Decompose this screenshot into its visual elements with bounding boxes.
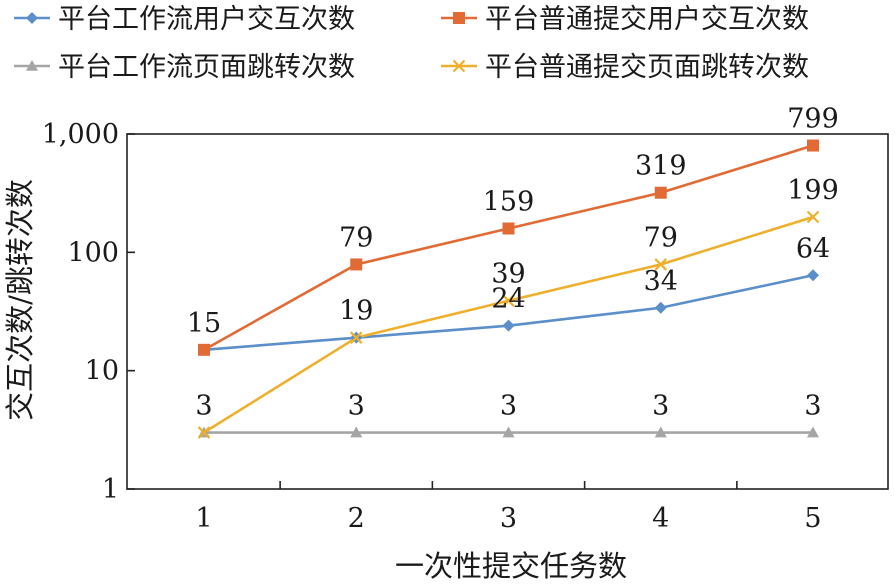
data-label: 79 — [644, 222, 678, 253]
y-tick-label: 100 — [67, 237, 119, 268]
legend-marker — [26, 12, 38, 24]
data-point — [349, 331, 363, 344]
data-point — [502, 294, 515, 308]
data-label: 3 — [652, 391, 669, 422]
data-point — [502, 319, 515, 332]
x-tick-label: 3 — [500, 503, 517, 534]
legend-marker — [26, 60, 38, 71]
x-tick-label: 4 — [652, 503, 669, 534]
data-point — [350, 426, 363, 438]
y-axis: 1 10 100 1,000 — [42, 119, 135, 505]
data-point — [654, 258, 668, 271]
x-tick-label: 1 — [195, 503, 212, 534]
data-point — [807, 139, 819, 152]
data-point — [502, 426, 515, 438]
data-point — [806, 210, 820, 224]
y-tick-label: 1,000 — [42, 119, 119, 150]
data-label: 64 — [796, 233, 830, 264]
legend-marker — [453, 12, 465, 24]
x-tick-label: 5 — [804, 503, 821, 534]
data-label: 79 — [339, 222, 373, 253]
x-axis: 1 2 3 4 5 — [195, 481, 822, 534]
data-point — [350, 258, 363, 271]
series-markers — [197, 139, 820, 439]
data-point — [502, 222, 515, 235]
data-point — [654, 301, 667, 314]
data-point — [654, 426, 667, 438]
data-label: 159 — [483, 187, 535, 218]
data-point — [198, 343, 210, 356]
plot-border — [126, 133, 889, 490]
data-label: 39 — [491, 259, 525, 290]
legend-item: 平台普通提交页面跳转次数 — [441, 52, 809, 83]
data-label: 799 — [787, 104, 839, 135]
data-point — [807, 269, 819, 282]
data-label: 3 — [500, 391, 517, 422]
y-axis-title: 交互次数/跳转次数 — [3, 179, 37, 421]
series-line — [203, 144, 814, 351]
data-point — [807, 426, 819, 438]
legend-label: 平台工作流页面跳转次数 — [58, 52, 355, 83]
plot-area — [126, 133, 889, 490]
legend-item: 平台普通提交用户交互次数 — [441, 4, 809, 35]
legend-item: 平台工作流用户交互次数 — [14, 4, 355, 35]
data-label: 199 — [787, 175, 839, 206]
data-label: 34 — [644, 266, 678, 297]
legend-label: 平台普通提交页面跳转次数 — [485, 52, 809, 83]
y-tick-label: 10 — [85, 356, 119, 387]
x-axis-title: 一次性提交任务数 — [395, 549, 627, 583]
data-label: 3 — [804, 391, 821, 422]
y-tick-label: 1 — [102, 474, 119, 505]
data-label: 15 — [187, 308, 221, 339]
legend-label: 平台普通提交用户交互次数 — [485, 4, 809, 35]
data-label: 3 — [348, 391, 365, 422]
data-label: 3 — [195, 391, 212, 422]
data-label: 24 — [491, 284, 525, 315]
legend-marker — [452, 59, 466, 73]
legend-label: 平台工作流用户交互次数 — [58, 4, 355, 35]
data-label: 319 — [635, 151, 687, 182]
x-tick-label: 2 — [348, 503, 365, 534]
legend-item: 平台工作流页面跳转次数 — [14, 52, 355, 83]
data-point — [197, 426, 211, 439]
data-label: 19 — [339, 296, 373, 327]
data-point — [654, 186, 667, 199]
